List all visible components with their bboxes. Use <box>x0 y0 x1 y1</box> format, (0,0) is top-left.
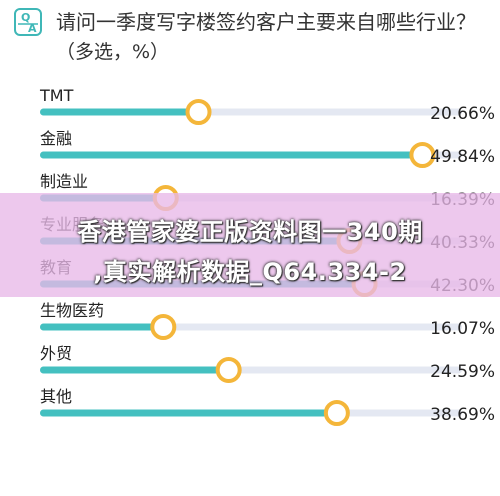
watermark-line-2: ,真实解析数据_Q64.334-2 <box>93 258 407 286</box>
qa-icon: Q A <box>14 8 42 38</box>
value-label: 38.69% <box>430 405 495 425</box>
chart-subtitle: （多选，%） <box>56 41 170 63</box>
value-label: 49.84% <box>430 147 495 167</box>
bar <box>40 151 423 159</box>
category-label: 制造业 <box>40 172 88 191</box>
chart-title: 请问一季度写字楼签约客户主要来自哪些行业？ <box>56 10 476 34</box>
watermark-line-1: 香港管家婆正版资料图一340期 <box>77 218 423 246</box>
bar <box>40 409 337 417</box>
bar-end-marker <box>185 99 212 125</box>
value-label: 16.07% <box>430 319 495 339</box>
category-label: 外贸 <box>40 344 72 363</box>
value-label: 20.66% <box>430 104 495 124</box>
bar-end-marker <box>409 142 436 168</box>
bar-end-marker <box>215 357 242 383</box>
bar <box>40 323 164 331</box>
category-label: TMT <box>39 86 74 105</box>
watermark-band <box>0 193 500 297</box>
value-label: 24.59% <box>430 362 495 382</box>
bar-end-marker <box>323 400 350 426</box>
bar <box>40 108 199 116</box>
category-label: 生物医药 <box>40 301 104 320</box>
bar <box>40 366 229 374</box>
category-label: 其他 <box>40 387 72 406</box>
bar-end-marker <box>150 314 177 340</box>
svg-text:A: A <box>28 22 37 35</box>
category-label: 金融 <box>40 129 72 148</box>
svg-text:Q: Q <box>21 11 30 24</box>
